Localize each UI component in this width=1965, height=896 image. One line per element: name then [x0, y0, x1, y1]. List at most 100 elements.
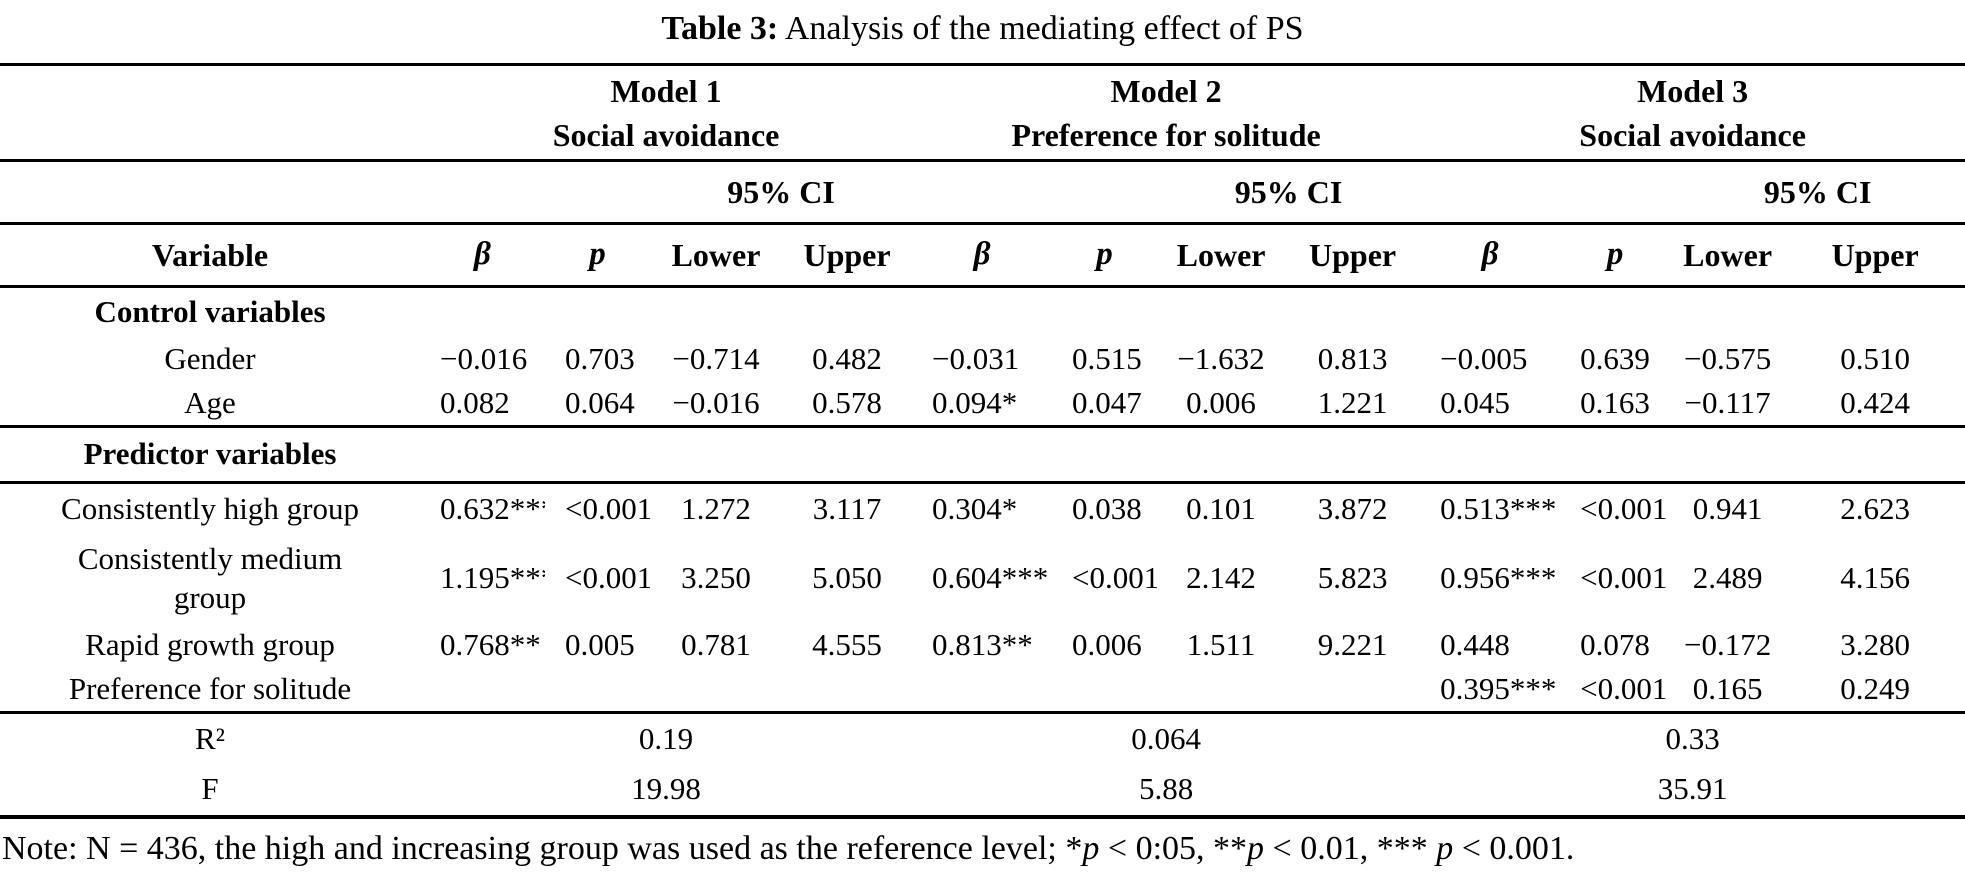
row-label: Gender: [164, 340, 256, 376]
value-cell: 0.078: [1580, 627, 1650, 663]
value-cell: [650, 668, 782, 714]
value-cell: 0.249: [1785, 668, 1965, 714]
value-cell: −0.031: [932, 340, 1020, 376]
value-cell: <0.001: [1580, 560, 1668, 596]
footnote-text: < 0.001.: [1453, 829, 1575, 867]
value-cell: 0.038: [1072, 490, 1142, 526]
model2-outcome: Preference for solitude: [1011, 116, 1321, 153]
table-row-gender: Gender −0.016 0.703 −0.714 0.482 −0.031 …: [0, 337, 1965, 382]
beta-column-header: β: [1420, 223, 1561, 288]
model2-name: Model 2: [1110, 72, 1222, 109]
upper-column-header: Upper: [1285, 223, 1421, 288]
value-cell: 0.448: [1440, 627, 1510, 663]
stats-table: Model 1 Social avoidance Model 2 Prefere…: [0, 63, 1965, 819]
value-cell: −0.575: [1683, 340, 1772, 376]
value-cell: −0.172: [1683, 627, 1772, 663]
row-label: Consistently medium group: [77, 540, 343, 615]
value-cell: 0.813: [1317, 340, 1388, 376]
row-label: Consistently high group: [61, 490, 359, 526]
value-cell: −1.632: [1177, 340, 1265, 376]
value-cell: 2.142: [1186, 560, 1256, 596]
section-row-predictor-variables: Predictor variables: [0, 426, 1965, 484]
table-row-consistently-high-group: Consistently high group 0.632*** <0.001 …: [0, 483, 1965, 535]
value-cell: 0.094*: [912, 381, 1053, 428]
table-row-age: Age 0.082 0.064 −0.016 0.578 0.094* 0.04…: [0, 381, 1965, 428]
value-cell: 0.515: [1072, 340, 1142, 376]
value-cell: 9.221: [1317, 627, 1388, 663]
value-cell: <0.001: [565, 560, 650, 596]
stat-value: 0.33: [1665, 720, 1720, 756]
value-cell: 0.941: [1692, 490, 1763, 526]
value-cell: 0.304*: [932, 490, 1018, 526]
footnote-text: Note: N = 436, the high and increasing g…: [2, 829, 1083, 867]
model1-header: Model 1 Social avoidance: [420, 64, 913, 162]
model3-name: Model 3: [1637, 72, 1749, 109]
value-cell: −0.005: [1440, 340, 1528, 376]
lower-column-header: Lower: [1157, 223, 1286, 288]
footnote: Note: N = 436, the high and increasing g…: [0, 819, 1965, 868]
stat-value: 35.91: [1420, 764, 1965, 819]
value-cell: −0.016: [650, 381, 782, 428]
value-cell: 0.045: [1420, 381, 1561, 428]
value-cell: 2.489: [1692, 560, 1763, 596]
value-cell: 1.221: [1285, 381, 1421, 428]
p-column-header: p: [1560, 223, 1671, 288]
model3-outcome: Social avoidance: [1579, 116, 1806, 153]
row-label: Preference for solitude: [0, 668, 420, 714]
value-cell: 0.424: [1785, 381, 1965, 428]
page-title: Table 3: Analysis of the mediating effec…: [0, 0, 1965, 63]
value-cell: 0.395***: [1420, 668, 1561, 714]
value-cell: <0.001: [565, 490, 650, 526]
value-cell: 3.872: [1317, 490, 1388, 526]
table-row-r-squared: R² 0.19 0.064 0.33: [0, 713, 1965, 765]
value-cell: [1052, 668, 1158, 714]
value-cell: [912, 668, 1053, 714]
row-label: Rapid growth group: [85, 627, 335, 663]
value-cell: 0.101: [1186, 490, 1256, 526]
value-cell: [1157, 668, 1286, 714]
value-cell: 3.117: [812, 490, 882, 526]
value-cell: 4.156: [1840, 560, 1910, 596]
section-label: Control variables: [94, 293, 326, 329]
value-cell: [420, 668, 545, 714]
stat-label: R²: [195, 720, 225, 756]
table-row-rapid-growth-group: Rapid growth group 0.768** 0.005 0.781 4…: [0, 623, 1965, 669]
model1-name: Model 1: [610, 72, 722, 109]
value-cell: 0.578: [782, 381, 913, 428]
table-row-f: F 19.98 5.88 35.91: [0, 764, 1965, 819]
model3-ci-header: 95% CI: [1670, 160, 1965, 225]
value-cell: [782, 668, 913, 714]
row-label: Age: [0, 381, 420, 428]
value-cell: <0.001: [1560, 668, 1671, 714]
value-cell: −0.117: [1670, 381, 1786, 428]
value-cell: 2.623: [1840, 490, 1910, 526]
section-label: Predictor variables: [0, 426, 420, 484]
value-cell: [1285, 668, 1421, 714]
value-cell: 1.511: [1186, 627, 1256, 663]
value-cell: 3.250: [681, 560, 751, 596]
model2-ci-header: 95% CI: [1157, 160, 1421, 225]
stat-value: 0.19: [638, 720, 694, 756]
spacer-cell: [0, 64, 420, 162]
table-number: Table 3:: [661, 10, 779, 47]
value-cell: 1.195***: [440, 560, 545, 596]
value-cell: 0.510: [1840, 340, 1910, 376]
p-column-header: p: [545, 223, 650, 288]
value-cell: 0.163: [1560, 381, 1671, 428]
column-header-row: Variable β p Lower Upper β p Lower Upper…: [0, 223, 1965, 288]
value-cell: 4.555: [812, 627, 882, 663]
value-cell: 0.781: [681, 627, 751, 663]
stat-value: 5.88: [912, 764, 1421, 819]
model3-header: Model 3 Social avoidance: [1420, 64, 1965, 162]
value-cell: 0.006: [1157, 381, 1286, 428]
lower-column-header: Lower: [1670, 223, 1786, 288]
value-cell: 0.082: [420, 381, 545, 428]
spacer-cell: [420, 287, 1965, 337]
variable-column-header: Variable: [0, 223, 420, 288]
beta-column-header: β: [912, 223, 1053, 288]
stat-value: 19.98: [420, 764, 913, 819]
stat-value: 0.064: [1131, 720, 1201, 756]
value-cell: 0.639: [1580, 340, 1650, 376]
value-cell: [545, 668, 650, 714]
beta-column-header: β: [420, 223, 545, 288]
